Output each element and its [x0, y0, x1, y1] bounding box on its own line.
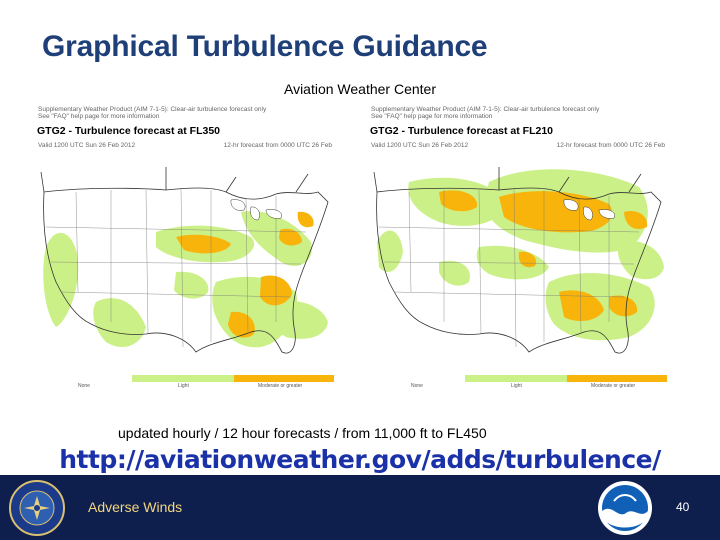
- legend-moderate-swatch: [567, 375, 667, 382]
- us-turbulence-map: [36, 152, 334, 370]
- slide-footer: Adverse Winds 40: [0, 475, 720, 540]
- noaa-logo-icon: [598, 481, 652, 535]
- map-legend: None Light Moderate or greater: [36, 374, 334, 390]
- legend-light-swatch: [465, 375, 567, 382]
- map-heading: GTG2 - Turbulence forecast at FL210: [370, 125, 554, 137]
- footer-title: Adverse Winds: [88, 499, 183, 515]
- faa-seal-icon: [9, 480, 65, 536]
- forecast-time: 12-hr forecast from 0000 UTC 26 Feb: [223, 142, 332, 149]
- product-note: Supplementary Weather Product (AIM 7-1-5…: [38, 106, 267, 113]
- legend-label-moderate: Moderate or greater: [591, 383, 636, 389]
- legend-label-light: Light: [511, 383, 522, 389]
- us-turbulence-map: [369, 152, 667, 370]
- valid-time: Valid 1200 UTC Sun 26 Feb 2012: [38, 142, 136, 149]
- turbulence-url-link[interactable]: http://aviationweather.gov/adds/turbulen…: [59, 445, 661, 474]
- legend-label-none: None: [411, 383, 423, 389]
- page-number: 40: [676, 500, 690, 514]
- slide-subtitle: Aviation Weather Center: [283, 81, 436, 97]
- legend-label-moderate: Moderate or greater: [258, 383, 303, 389]
- product-note: Supplementary Weather Product (AIM 7-1-5…: [371, 106, 600, 113]
- valid-time: Valid 1200 UTC Sun 26 Feb 2012: [371, 142, 469, 149]
- legend-moderate-swatch: [234, 375, 334, 382]
- help-note: See "FAQ" help page for more information: [371, 113, 493, 120]
- update-note: updated hourly / 12 hour forecasts / fro…: [118, 425, 487, 441]
- legend-light-swatch: [132, 375, 234, 382]
- map-legend: None Light Moderate or greater: [369, 374, 667, 390]
- help-note: See "FAQ" help page for more information: [38, 113, 160, 120]
- legend-label-none: None: [78, 383, 90, 389]
- forecast-time: 12-hr forecast from 0000 UTC 26 Feb: [556, 142, 665, 149]
- turbulence-map-fl210: Supplementary Weather Product (AIM 7-1-5…: [367, 100, 669, 390]
- map-heading: GTG2 - Turbulence forecast at FL350: [37, 125, 221, 137]
- turbulence-map-fl350: Supplementary Weather Product (AIM 7-1-5…: [34, 100, 336, 390]
- slide-title: Graphical Turbulence Guidance: [42, 30, 488, 63]
- legend-label-light: Light: [178, 383, 189, 389]
